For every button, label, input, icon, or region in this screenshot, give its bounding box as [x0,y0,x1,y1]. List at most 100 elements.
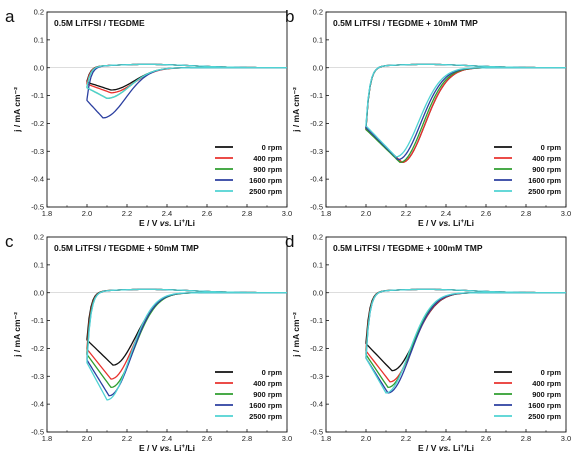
cv-curve-2500-rpm [86,288,287,401]
panel-label: b [285,7,294,26]
x-axis-label-part: E / V [418,218,439,228]
x-tick-label: 2.0 [361,434,371,443]
legend-label: 1600 rpm [249,401,282,410]
y-tick-label: -0.1 [31,91,44,100]
y-tick-label: -0.5 [31,203,44,212]
legend-label: 400 rpm [253,379,282,388]
x-axis-label: E / V vs. Li+/Li [418,443,474,453]
x-tick-label: 2.8 [521,434,531,443]
cv-curve-0-rpm [365,63,566,164]
y-tick-label: -0.2 [310,344,323,353]
panel-b: b 1.8 2.0 2.2 2.4 2.6 2.8 3.0 0.2 0.1 0.0 -0.1 -0.2 -… [285,7,571,228]
cv-curve-0-rpm [365,288,566,372]
y-tick-label: -0.5 [31,428,44,437]
y-tick-label: 0.1 [34,35,44,44]
cv-curve-400-rpm [86,288,287,380]
x-axis-label-part: + [461,219,465,225]
x-axis-label-part: /Li [185,443,195,453]
x-axis-label-part: Li [172,218,182,228]
x-axis-label-part: vs. [439,218,451,228]
y-tick-label: -0.3 [310,372,323,381]
panel-label: c [5,232,14,251]
y-tick-label: -0.4 [31,175,44,184]
panel-title: 0.5M LiTFSI / TEGDME + 50mM TMP [54,243,199,253]
y-tick-label: -0.4 [31,400,44,409]
legend-label: 0 rpm [262,368,283,377]
x-tick-label: 2.2 [401,434,411,443]
legend-label: 0 rpm [262,143,283,152]
x-tick-label: 2.0 [361,209,371,218]
x-tick-label: 1.8 [42,434,52,443]
y-tick-label: 0.2 [34,8,44,17]
x-axis-label: E / V vs. Li+/Li [418,218,474,228]
y-tick-label: -0.1 [31,316,44,325]
legend-label: 2500 rpm [249,187,282,196]
x-tick-label: 1.8 [321,434,331,443]
x-axis-label-part: vs. [439,443,451,453]
cv-curve-2500-rpm [365,288,566,394]
y-tick-label: -0.4 [310,175,323,184]
y-tick-label: -0.5 [310,428,323,437]
cv-curve-400-rpm [365,63,566,164]
x-tick-label: 2.6 [202,434,212,443]
y-tick-label: -0.2 [31,344,44,353]
y-tick-label: -0.5 [310,203,323,212]
x-tick-label: 2.2 [401,209,411,218]
x-tick-label: 2.8 [242,209,252,218]
y-tick-label: -0.3 [310,147,323,156]
x-axis-label-part: E / V [418,443,439,453]
y-tick-label: 0.0 [34,288,44,297]
x-axis-label-part: E / V [139,218,160,228]
y-tick-label: 0.2 [313,233,323,242]
x-tick-label: 2.8 [521,209,531,218]
cv-curve-2500-rpm [86,63,287,100]
y-axis-label: j / mA cm⁻² [12,87,22,133]
x-tick-label: 2.6 [481,434,491,443]
panel-label: d [285,232,294,251]
legend-label: 1600 rpm [528,401,561,410]
x-tick-label: 2.8 [242,434,252,443]
cv-curve-1600-rpm [86,63,287,119]
panel-title: 0.5M LiTFSI / TEGDME + 10mM TMP [333,18,478,28]
legend-label: 2500 rpm [528,187,561,196]
panel-d: d 1.8 2.0 2.2 2.4 2.6 2.8 3.0 0.2 0.1 0.0 -0.1 -0.2 -… [285,232,571,453]
cv-curve-1600-rpm [365,63,566,161]
x-axis-label-part: /Li [464,443,474,453]
cv-curve-1600-rpm [365,288,566,394]
x-axis-label-part: Li [172,443,182,453]
x-tick-label: 2.4 [441,209,451,218]
y-tick-label: 0.0 [313,288,323,297]
y-axis-label: j / mA cm⁻² [291,312,301,358]
x-axis-label: E / V vs. Li+/Li [139,443,195,453]
x-axis-label-part: + [182,444,186,450]
panel-title: 0.5M LiTFSI / TEGDME + 100mM TMP [333,243,483,253]
y-tick-label: 0.0 [34,63,44,72]
y-tick-label: -0.2 [31,119,44,128]
panel-label: a [5,7,15,26]
y-tick-label: -0.2 [310,119,323,128]
cv-curve-900-rpm [365,288,566,389]
x-axis-label-part: vs. [160,443,172,453]
x-axis-label-part: + [461,444,465,450]
x-axis-label-part: /Li [185,218,195,228]
x-tick-label: 2.0 [82,434,92,443]
y-tick-label: 0.2 [313,8,323,17]
cv-curve-900-rpm [86,288,287,389]
x-tick-label: 1.8 [321,209,331,218]
x-axis-label-part: E / V [139,443,160,453]
x-axis-label: E / V vs. Li+/Li [139,218,195,228]
legend-label: 1600 rpm [249,176,282,185]
panel-c: c 1.8 2.0 2.2 2.4 2.6 2.8 3.0 0.2 0.1 0.0 -0.1 -0.2 -… [5,232,292,453]
y-tick-label: -0.3 [31,372,44,381]
legend-label: 400 rpm [532,379,561,388]
x-tick-label: 2.2 [122,209,132,218]
cv-curve-900-rpm [365,63,566,164]
panel-title: 0.5M LiTFSI / TEGDME [54,18,145,28]
x-tick-label: 2.4 [162,209,172,218]
y-tick-label: 0.1 [34,260,44,269]
cv-curve-400-rpm [365,288,566,383]
legend-label: 900 rpm [253,165,282,174]
y-axis-label: j / mA cm⁻² [12,312,22,358]
legend-label: 900 rpm [532,390,561,399]
y-tick-label: -0.4 [310,400,323,409]
